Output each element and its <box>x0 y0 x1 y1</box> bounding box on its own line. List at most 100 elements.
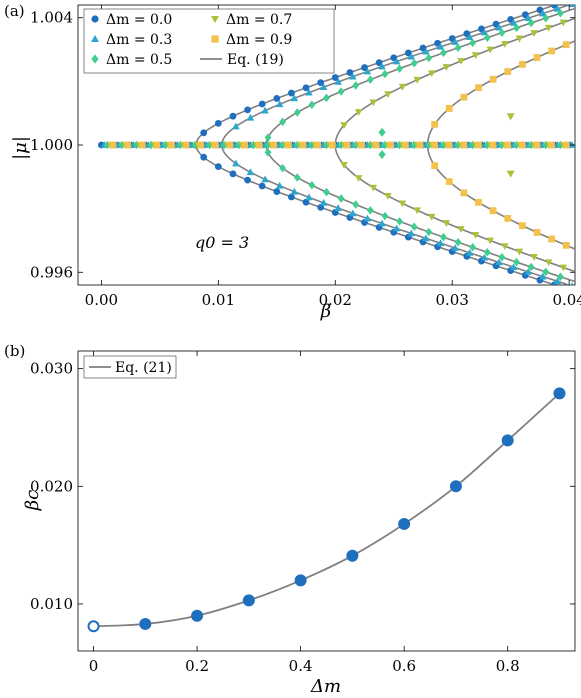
y-tick-label: 0.996 <box>30 263 73 281</box>
data-point <box>489 207 497 215</box>
data-point <box>533 54 541 61</box>
data-point <box>483 33 491 42</box>
data-point <box>445 141 453 149</box>
x-tick-label: 0.00 <box>85 291 118 309</box>
data-point <box>504 215 512 222</box>
legend-label: Δm = 0.0 <box>106 12 172 28</box>
data-point <box>305 88 313 96</box>
data-point <box>197 141 205 149</box>
data-point <box>568 141 575 148</box>
data-point <box>407 229 416 237</box>
data-point <box>542 267 550 277</box>
data-point <box>460 93 468 101</box>
data-point <box>264 140 272 150</box>
data-point <box>566 0 573 4</box>
y-tick-label: 1.000 <box>30 136 73 154</box>
x-tick-label: 0.02 <box>319 291 352 309</box>
data-point <box>428 70 436 78</box>
data-point <box>475 84 482 92</box>
data-point <box>501 434 514 447</box>
data-point <box>343 141 351 149</box>
data-point <box>556 9 564 18</box>
x-tick-label: 0.04 <box>552 291 581 309</box>
data-point <box>290 187 299 195</box>
data-point <box>495 258 503 266</box>
data-point <box>492 20 500 28</box>
data-point <box>445 105 453 112</box>
data-point <box>419 44 427 52</box>
data-point <box>261 106 269 114</box>
data-point-outlier <box>506 170 515 178</box>
data-point <box>323 93 330 103</box>
data-point <box>293 140 301 150</box>
data-point <box>294 574 307 587</box>
data-point <box>182 141 190 149</box>
data-point <box>404 49 412 57</box>
legend-label: Δm = 0.7 <box>226 12 292 28</box>
data-point <box>168 141 175 149</box>
data-point <box>290 94 299 102</box>
data-point <box>440 232 447 242</box>
data-point-outlier <box>378 127 386 137</box>
data-point <box>232 159 240 167</box>
data-point <box>212 141 219 149</box>
data-point <box>275 100 284 108</box>
data-point <box>530 30 538 37</box>
data-point <box>440 48 447 58</box>
data-point <box>518 141 526 149</box>
data-point <box>288 193 295 201</box>
data-point <box>305 193 313 201</box>
data-point <box>334 204 342 212</box>
legend-label: Δm = 0.5 <box>106 52 172 68</box>
data-point <box>372 141 380 149</box>
data-point <box>536 6 544 14</box>
data-point-outlier <box>378 150 386 160</box>
x-tick-label: 0.01 <box>202 291 235 309</box>
data-point <box>533 141 541 149</box>
data-point <box>375 59 383 67</box>
data-point <box>471 52 480 60</box>
data-point <box>504 68 512 75</box>
data-point <box>288 89 295 97</box>
data-point <box>431 141 439 149</box>
data-point <box>436 42 445 50</box>
data-point <box>562 141 570 149</box>
panel-a-y-axis-label: |μ| <box>10 136 31 160</box>
data-point <box>349 209 357 217</box>
data-point <box>381 69 389 79</box>
data-point <box>340 161 348 169</box>
data-point <box>451 244 459 251</box>
data-point <box>544 259 553 267</box>
data-point <box>498 252 506 262</box>
data-point <box>275 181 284 189</box>
data-point <box>396 217 403 226</box>
data-point <box>553 5 562 12</box>
data-point <box>410 58 418 68</box>
data-point <box>378 219 386 227</box>
data-point <box>489 141 497 149</box>
data-point <box>235 140 243 150</box>
data-point <box>398 83 407 91</box>
data-point <box>431 120 439 128</box>
panel-b-y-axis-label: βc <box>22 490 43 512</box>
data-point <box>354 109 363 116</box>
data-point <box>562 41 570 49</box>
data-point <box>138 141 146 149</box>
data-point <box>299 141 307 149</box>
data-point <box>378 62 386 70</box>
data-point <box>302 84 310 92</box>
data-point <box>553 387 566 400</box>
y-tick-label: 0.010 <box>30 595 73 613</box>
data-point <box>449 480 462 493</box>
data-point <box>273 188 281 195</box>
data-point <box>139 617 152 630</box>
data-point <box>515 248 524 256</box>
data-point <box>396 64 403 73</box>
panel-b-x-axis-label: Δm <box>310 676 341 697</box>
data-point <box>246 113 255 121</box>
data-point <box>340 122 348 130</box>
data-point <box>410 222 418 232</box>
legend-marker <box>91 15 99 23</box>
data-point <box>337 194 345 203</box>
x-tick-label: 0.2 <box>185 657 209 675</box>
